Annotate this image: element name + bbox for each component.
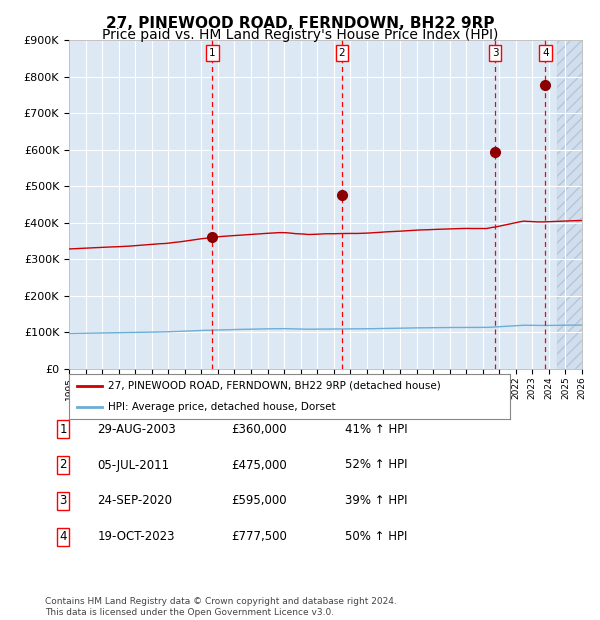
Text: 19-OCT-2023: 19-OCT-2023: [97, 531, 175, 543]
Text: 39% ↑ HPI: 39% ↑ HPI: [345, 495, 407, 507]
Text: 27, PINEWOOD ROAD, FERNDOWN, BH22 9RP: 27, PINEWOOD ROAD, FERNDOWN, BH22 9RP: [106, 16, 494, 30]
Text: 3: 3: [59, 495, 67, 507]
Text: Price paid vs. HM Land Registry's House Price Index (HPI): Price paid vs. HM Land Registry's House …: [102, 28, 498, 42]
Text: 52% ↑ HPI: 52% ↑ HPI: [345, 459, 407, 471]
Bar: [557, 40, 582, 369]
Text: 4: 4: [59, 531, 67, 543]
Text: 3: 3: [492, 48, 499, 58]
Text: Contains HM Land Registry data © Crown copyright and database right 2024.
This d: Contains HM Land Registry data © Crown c…: [45, 598, 397, 617]
Text: 41% ↑ HPI: 41% ↑ HPI: [345, 423, 407, 435]
Text: 1: 1: [209, 48, 216, 58]
Text: £475,000: £475,000: [231, 459, 287, 471]
Text: 24-SEP-2020: 24-SEP-2020: [97, 495, 172, 507]
Bar: [557, 40, 582, 369]
Text: 29-AUG-2003: 29-AUG-2003: [97, 423, 176, 435]
Text: 2: 2: [339, 48, 346, 58]
Text: 2: 2: [59, 459, 67, 471]
Text: £360,000: £360,000: [231, 423, 287, 435]
Text: 27, PINEWOOD ROAD, FERNDOWN, BH22 9RP (detached house): 27, PINEWOOD ROAD, FERNDOWN, BH22 9RP (d…: [108, 381, 440, 391]
Text: 50% ↑ HPI: 50% ↑ HPI: [345, 531, 407, 543]
Text: 1: 1: [59, 423, 67, 435]
Text: 4: 4: [542, 48, 549, 58]
Text: £777,500: £777,500: [231, 531, 287, 543]
Text: 05-JUL-2011: 05-JUL-2011: [97, 459, 169, 471]
Text: HPI: Average price, detached house, Dorset: HPI: Average price, detached house, Dors…: [108, 402, 335, 412]
Text: £595,000: £595,000: [231, 495, 287, 507]
